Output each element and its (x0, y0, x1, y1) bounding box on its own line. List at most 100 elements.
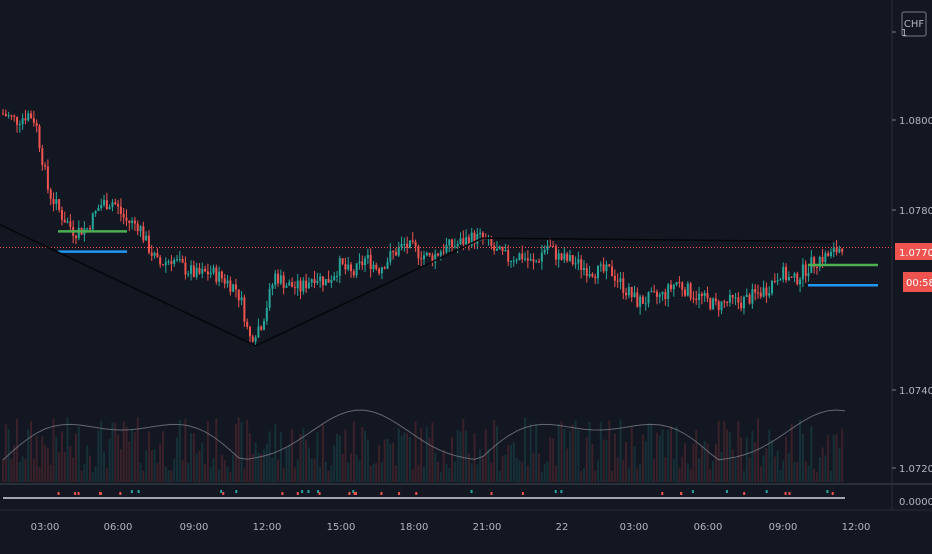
candle-body (66, 221, 69, 223)
candle-body (268, 288, 271, 308)
candle-body (38, 125, 41, 149)
volume-bar (268, 431, 271, 482)
candle-body (543, 249, 546, 253)
time-tick-label: 12:00 (842, 522, 871, 533)
volume-bar (77, 426, 80, 482)
candle-body (400, 243, 403, 248)
candle-body (310, 279, 313, 283)
volume-bar (142, 470, 145, 482)
volume-bar (748, 457, 751, 482)
volume-bar (813, 468, 816, 482)
indicator-marker (220, 490, 223, 493)
volume-bar (218, 469, 221, 482)
volume-bar (237, 417, 240, 482)
volume-bar (260, 453, 263, 482)
candle-body (832, 248, 835, 253)
volume-bar (484, 429, 487, 482)
volume-bar (706, 443, 709, 482)
time-axis[interactable]: 03:00 06:00 09:00 12:00 15:00 18:00 21:0… (31, 522, 871, 533)
volume-bar (341, 454, 344, 482)
candle-body (756, 292, 759, 294)
candle-body (7, 115, 10, 117)
volume-bar (591, 443, 594, 482)
volume-bar (153, 449, 156, 482)
candle-body (507, 250, 510, 262)
candle-body (521, 253, 524, 260)
currency-badge[interactable] (901, 11, 927, 37)
candle-body (726, 301, 729, 303)
volume-bar (108, 438, 111, 482)
candle-body (459, 238, 462, 245)
candle-body (187, 273, 190, 275)
volume-bar (44, 444, 47, 482)
candle-body (773, 281, 776, 283)
volume-bar (114, 422, 117, 482)
candle-body (686, 283, 689, 296)
candle-body (201, 268, 204, 274)
candle-body (785, 266, 788, 281)
candle-body (728, 294, 731, 303)
volume-bar (574, 420, 577, 482)
candle-body (655, 291, 658, 297)
volume-bar (664, 457, 667, 482)
indicator-marker (826, 490, 829, 493)
volume-bar (389, 444, 392, 482)
candle-body (709, 298, 712, 310)
candle-body (122, 213, 125, 218)
volume-bar (291, 428, 294, 482)
volume-bar (131, 428, 134, 482)
price-axis[interactable]: 1 1.08000 1.07800 1.07400 1.07200 (892, 28, 932, 475)
volume-bar (350, 453, 353, 482)
volume-bar (66, 417, 69, 482)
candle-body (364, 258, 367, 266)
volume-bar (510, 444, 513, 482)
indicator-marker (490, 492, 493, 495)
candle-body (557, 253, 560, 260)
candle-body (476, 234, 479, 244)
volume-bar (560, 421, 563, 482)
volume-bar (159, 443, 162, 482)
volume-bar (538, 453, 541, 482)
volume-bar (487, 448, 490, 482)
candle-body (46, 166, 49, 190)
candle-body (563, 253, 566, 260)
volume-bar (490, 462, 493, 482)
candle-body (838, 248, 841, 253)
volume-bar (425, 427, 428, 482)
candle-body (147, 235, 150, 253)
indicator-marker (415, 492, 418, 495)
candle-body (274, 273, 277, 286)
volume-bar (386, 438, 389, 482)
candle-body (692, 298, 695, 300)
volume-bar (728, 432, 731, 482)
volume-bar (13, 445, 16, 482)
volume-bar (453, 461, 456, 482)
volume-bar (91, 471, 94, 482)
candle-body (350, 264, 353, 272)
trend-line[interactable] (0, 224, 833, 347)
candle-body (338, 258, 341, 276)
volume-bar (630, 427, 633, 482)
volume-bar (366, 439, 369, 482)
candle-body (52, 198, 55, 204)
candle-body (30, 113, 33, 119)
candle-body (246, 321, 249, 327)
candle-body (243, 297, 246, 322)
indicator-marker (318, 492, 321, 495)
volume-bar (122, 421, 125, 482)
candle-body (540, 252, 543, 262)
indicator-marker (57, 492, 60, 495)
candle-body (437, 253, 440, 256)
candle-body (417, 246, 420, 259)
candle-body (754, 288, 757, 293)
indicator-marker (680, 492, 683, 495)
volume-bar (392, 442, 395, 482)
volume-bar (566, 448, 569, 482)
volume-bar (563, 428, 566, 482)
candle-body (462, 238, 465, 245)
candle-body (801, 264, 804, 280)
candle-body (712, 298, 715, 310)
indicator-marker (560, 490, 563, 493)
